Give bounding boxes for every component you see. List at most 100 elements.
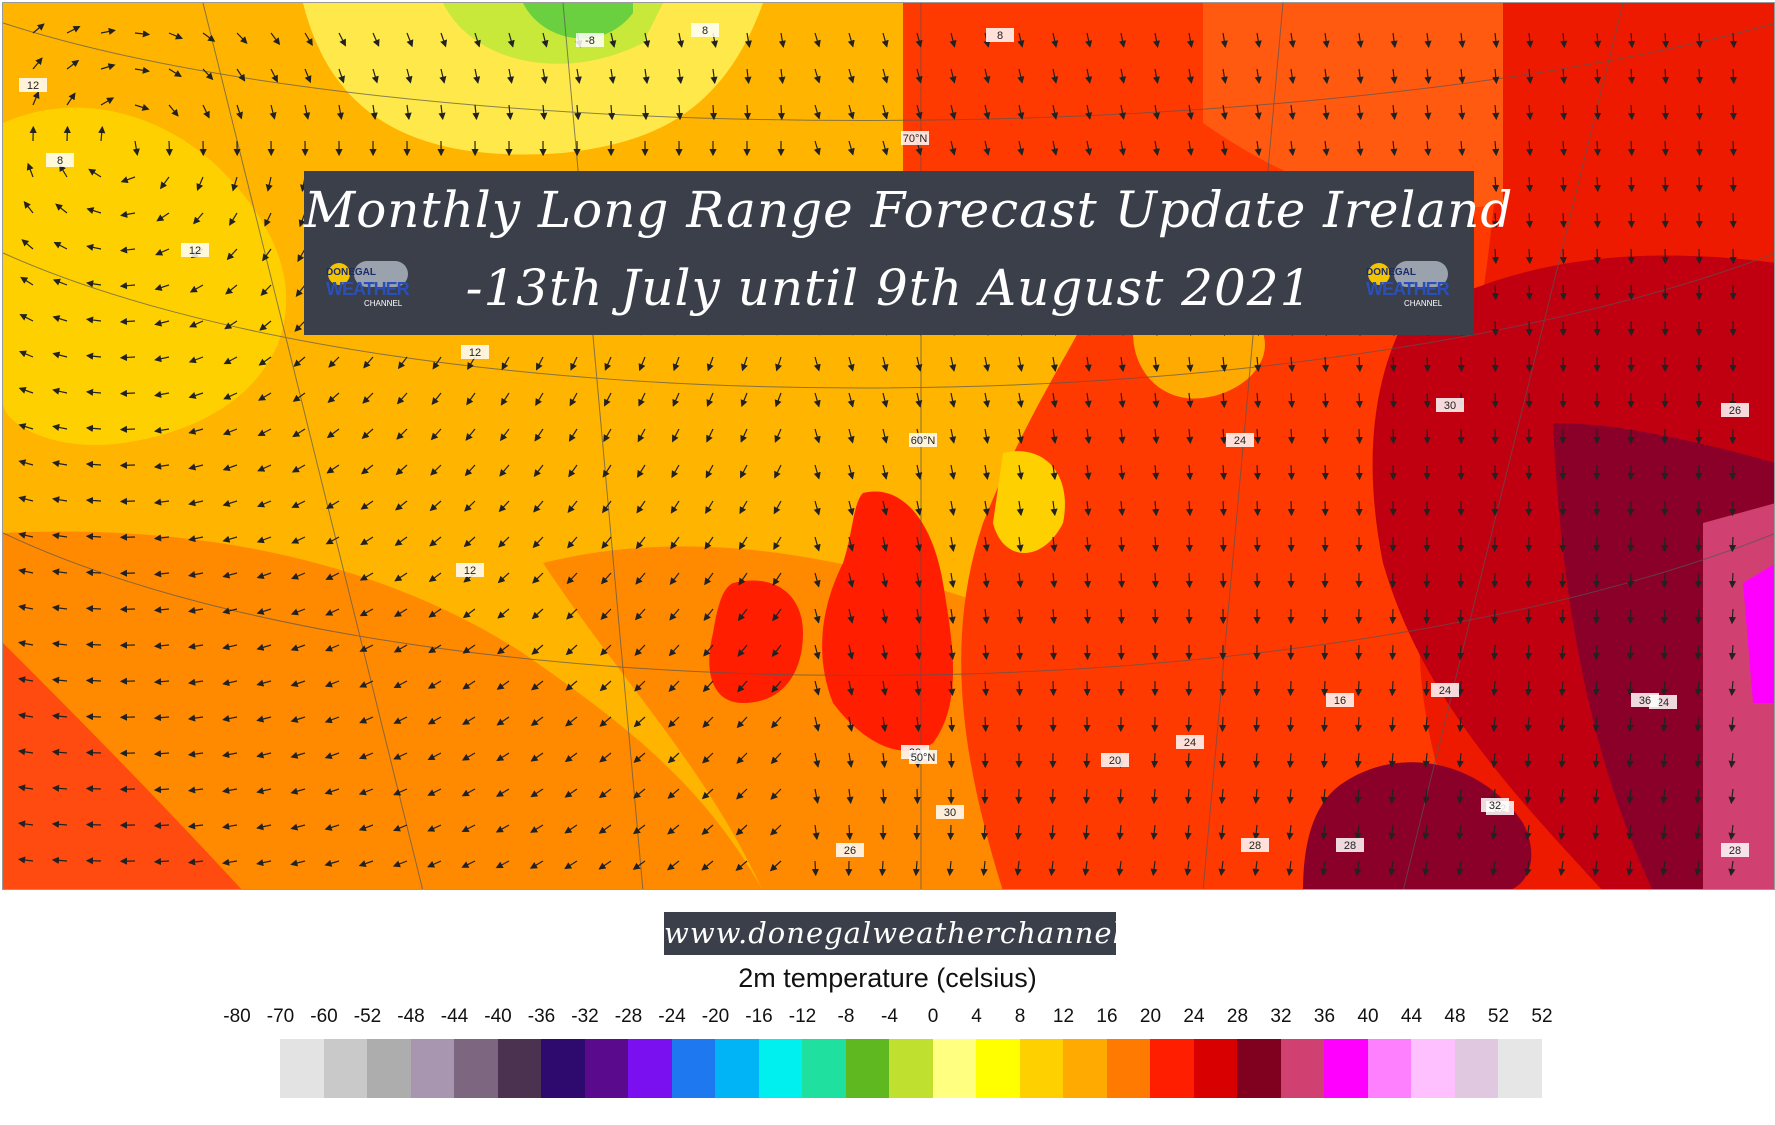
legend-tick-label: -32 (571, 1006, 599, 1027)
wind-arrow (53, 241, 68, 250)
wind-arrow (461, 824, 476, 832)
wind-arrow (736, 752, 748, 764)
wind-arrow (498, 536, 510, 548)
contour-label-bg (1176, 735, 1204, 749)
wind-arrow (1184, 860, 1192, 877)
wind-arrow (1490, 644, 1499, 661)
wind-arrow (395, 500, 408, 511)
legend-swatch (628, 1039, 672, 1098)
wind-arrow (1660, 860, 1668, 877)
wind-arrow (86, 207, 102, 215)
wind-arrow (1592, 680, 1600, 697)
wind-arrow (462, 644, 476, 654)
wind-arrow (846, 752, 854, 768)
legend-swatch (1324, 1039, 1368, 1098)
wind-arrow (396, 428, 408, 440)
wind-arrow (813, 104, 821, 120)
wind-arrow (915, 32, 923, 48)
wind-arrow (1525, 572, 1533, 589)
wind-arrow (1559, 140, 1568, 157)
contour-label: 12 (27, 80, 39, 92)
wind-arrow (1014, 860, 1022, 877)
wind-arrow (603, 428, 612, 443)
wind-arrow (19, 314, 34, 322)
contour-label: 50°N (911, 752, 936, 764)
wind-arrow (52, 423, 68, 431)
wind-arrow (813, 428, 821, 444)
legend-swatch (1063, 1039, 1107, 1098)
wind-arrow (881, 536, 889, 552)
wind-arrow (188, 606, 204, 614)
wind-arrow (1728, 644, 1736, 661)
wind-arrow (392, 824, 408, 832)
wind-arrow (85, 424, 102, 432)
wind-arrow (325, 572, 340, 580)
wind-arrow (290, 608, 306, 616)
wind-arrow (1084, 356, 1092, 372)
wind-arrow (265, 176, 273, 192)
wind-arrow (360, 464, 374, 475)
contour-label-bg (1326, 693, 1354, 707)
wind-arrow (1016, 428, 1024, 444)
wind-arrow (1049, 644, 1058, 661)
wind-arrow (1051, 68, 1059, 84)
wind-arrow (1728, 608, 1737, 625)
wind-arrow (256, 572, 272, 580)
wind-arrow (465, 428, 476, 441)
wind-arrow (1254, 104, 1262, 120)
wind-arrow (32, 23, 45, 34)
wind-arrow (1526, 104, 1534, 121)
contour-label-bg (1481, 798, 1509, 812)
wind-arrow (222, 822, 238, 830)
wind-arrow (1152, 500, 1160, 517)
wind-arrow (702, 752, 714, 764)
wind-arrow (1390, 140, 1398, 157)
wind-arrow (1660, 716, 1668, 733)
wind-arrow (496, 644, 510, 655)
wind-arrow (188, 535, 204, 543)
wind-arrow (740, 428, 748, 443)
wind-arrow (982, 464, 990, 480)
wind-arrow (438, 104, 446, 121)
wind-arrow (1186, 104, 1194, 120)
wind-arrow (1729, 176, 1737, 193)
wind-arrow (187, 714, 204, 722)
wind-arrow (1388, 824, 1396, 841)
wind-arrow (1152, 392, 1160, 409)
wind-arrow (66, 92, 76, 106)
wind-arrow (499, 428, 510, 442)
wind-arrow (1151, 752, 1159, 769)
wind-arrow (1524, 644, 1533, 661)
wind-arrow (393, 644, 408, 653)
wind-arrow (1388, 752, 1396, 769)
wind-arrow (506, 68, 515, 84)
wind-arrow (1218, 788, 1226, 805)
wind-arrow (1558, 824, 1566, 841)
wind-arrow (813, 572, 821, 588)
wind-arrow (327, 392, 340, 403)
wind-arrow (1016, 536, 1024, 553)
temp-zone-maroon-balkans (1303, 762, 1532, 889)
wind-arrow (1050, 608, 1058, 625)
wind-arrow (608, 104, 616, 121)
wind-arrow (1660, 788, 1668, 805)
wind-arrow (813, 500, 821, 516)
wind-arrow (18, 459, 34, 467)
wind-arrow (1252, 824, 1260, 841)
title-banner: Monthly Long Range Forecast Update Irela… (304, 171, 1512, 335)
wind-arrow (264, 212, 272, 227)
wind-arrow (1288, 68, 1296, 85)
wind-arrow (165, 140, 173, 157)
wind-arrow (880, 752, 888, 769)
wind-arrow (1661, 140, 1669, 157)
wind-arrow (406, 32, 414, 48)
wind-arrow (1186, 392, 1194, 409)
wind-arrow (1626, 680, 1634, 697)
wind-arrow (1423, 356, 1431, 373)
wind-arrow (737, 680, 748, 693)
wind-arrow (17, 856, 34, 864)
wind-arrow (813, 68, 821, 84)
wind-arrow (229, 212, 238, 226)
wind-arrow (427, 716, 442, 725)
wind-arrow (1422, 680, 1431, 697)
